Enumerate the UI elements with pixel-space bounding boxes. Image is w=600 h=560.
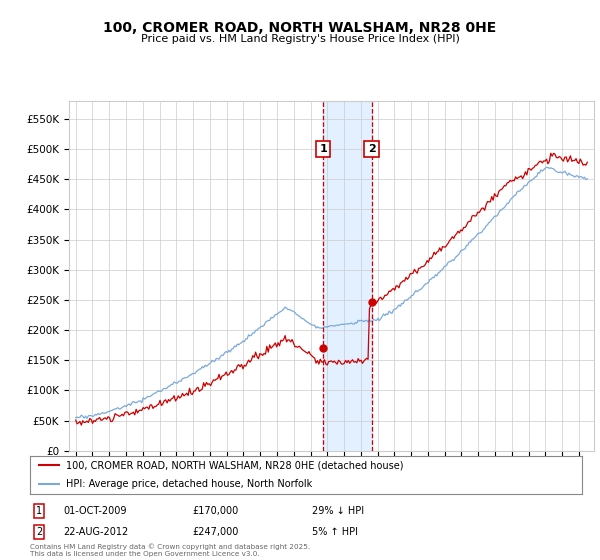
Text: 5% ↑ HPI: 5% ↑ HPI <box>312 527 358 537</box>
Text: 29% ↓ HPI: 29% ↓ HPI <box>312 506 364 516</box>
Text: Price paid vs. HM Land Registry's House Price Index (HPI): Price paid vs. HM Land Registry's House … <box>140 34 460 44</box>
Text: £170,000: £170,000 <box>192 506 238 516</box>
Bar <box>323 101 371 451</box>
Text: 2: 2 <box>368 144 376 154</box>
Text: 22-AUG-2012: 22-AUG-2012 <box>63 527 128 537</box>
Text: Contains HM Land Registry data © Crown copyright and database right 2025.
This d: Contains HM Land Registry data © Crown c… <box>30 544 310 557</box>
Text: 100, CROMER ROAD, NORTH WALSHAM, NR28 0HE: 100, CROMER ROAD, NORTH WALSHAM, NR28 0H… <box>103 21 497 35</box>
Text: 1: 1 <box>319 144 327 154</box>
Text: 01-OCT-2009: 01-OCT-2009 <box>63 506 127 516</box>
Text: £247,000: £247,000 <box>192 527 238 537</box>
Text: HPI: Average price, detached house, North Norfolk: HPI: Average price, detached house, Nort… <box>66 479 312 489</box>
Text: 2: 2 <box>36 527 42 537</box>
Text: 1: 1 <box>36 506 42 516</box>
Text: 100, CROMER ROAD, NORTH WALSHAM, NR28 0HE (detached house): 100, CROMER ROAD, NORTH WALSHAM, NR28 0H… <box>66 460 403 470</box>
